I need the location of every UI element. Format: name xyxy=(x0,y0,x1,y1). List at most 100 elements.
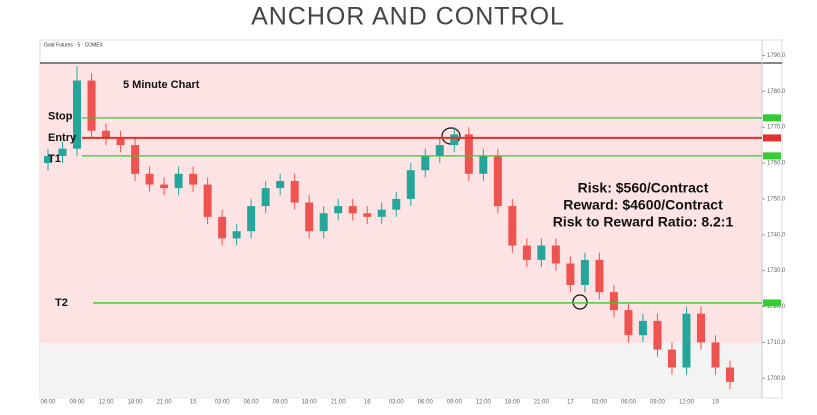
level-label: T1 xyxy=(48,153,61,165)
x-tick-label: 06:00 xyxy=(418,400,434,406)
x-tick-label: 12:00 xyxy=(679,400,695,406)
level-label: Entry xyxy=(48,132,77,144)
y-tick-label: 1770.0 xyxy=(767,125,786,131)
candle-body xyxy=(667,349,676,368)
y-tick-label: 1720.0 xyxy=(767,304,786,310)
candle-body xyxy=(479,155,488,174)
candle-body xyxy=(247,206,256,232)
candle-body xyxy=(522,245,531,260)
candle-body xyxy=(464,134,473,174)
candle-body xyxy=(551,245,560,264)
x-tick-label: 09:00 xyxy=(273,400,289,406)
candle-body xyxy=(435,145,444,156)
candle-body xyxy=(44,155,52,164)
candle-body xyxy=(696,313,705,343)
x-tick-label: 03:00 xyxy=(215,400,231,406)
annotation: Risk to Reward Ratio: 8.2:1 xyxy=(553,214,734,230)
candle-body xyxy=(116,137,125,146)
level-tag xyxy=(763,134,781,142)
y-tick-label: 1700.0 xyxy=(767,376,786,382)
candle-body xyxy=(726,367,734,382)
candle-body xyxy=(189,173,198,185)
candle-body xyxy=(711,342,720,368)
candle-body xyxy=(348,206,357,214)
page-title: ANCHOR AND CONTROL xyxy=(251,3,565,31)
candle-body xyxy=(102,130,111,138)
candle-body xyxy=(624,310,633,336)
candle-body xyxy=(145,173,154,185)
annotation: Reward: $4600/Contract xyxy=(563,197,723,213)
candle-body xyxy=(638,320,647,336)
y-tick-label: 1760.0 xyxy=(767,161,786,167)
candle-body xyxy=(609,292,618,311)
lower-zone xyxy=(40,343,762,398)
x-tick-label: 09:00 xyxy=(447,400,463,406)
candle-body xyxy=(406,170,415,199)
x-tick-label: 18:00 xyxy=(302,400,318,406)
candle-body xyxy=(566,263,575,286)
y-tick-label: 1790.0 xyxy=(767,53,786,59)
y-tick-label: 1750.0 xyxy=(767,196,786,202)
candle-body xyxy=(218,216,227,239)
candle-body xyxy=(334,206,343,214)
candle-body xyxy=(203,184,212,217)
x-tick-label: 09:00 xyxy=(650,400,666,406)
x-tick-label: 03:00 xyxy=(389,400,405,406)
x-tick-label: 12:00 xyxy=(99,400,115,406)
candle-body xyxy=(174,173,183,189)
candle-body xyxy=(508,206,517,246)
candle-body xyxy=(421,155,430,171)
candle-body xyxy=(290,180,299,203)
candle-body xyxy=(653,320,662,350)
x-tick-label: 15 xyxy=(190,400,197,406)
chart-title: 5 Minute Chart xyxy=(123,79,200,91)
candle-body xyxy=(276,180,285,189)
risk-zone xyxy=(40,63,762,343)
level-tag xyxy=(763,299,781,307)
x-tick-label: 19 xyxy=(712,400,719,406)
level-label: T2 xyxy=(55,297,68,309)
candle-body xyxy=(261,188,270,207)
level-tag xyxy=(763,152,781,160)
candle-body xyxy=(450,134,459,146)
x-tick-label: 18:00 xyxy=(128,400,144,406)
chart-header: Gold Futures · 5 · COMEX xyxy=(44,42,104,48)
x-tick-label: 09:00 xyxy=(70,400,86,406)
x-tick-label: 06:00 xyxy=(621,400,637,406)
candle-body xyxy=(377,209,386,217)
candle-body xyxy=(87,80,96,131)
candle-body xyxy=(682,313,691,368)
highlight-circle xyxy=(572,294,588,310)
level-tag xyxy=(763,114,781,122)
candle-body xyxy=(363,213,372,217)
annotation: Risk: $560/Contract xyxy=(578,180,709,196)
candle-body xyxy=(305,202,314,232)
candle-body xyxy=(160,184,169,189)
y-tick-label: 1730.0 xyxy=(767,268,786,274)
candle-body xyxy=(580,259,589,286)
y-tick-label: 1740.0 xyxy=(767,232,786,238)
candle-body xyxy=(537,245,546,260)
x-tick-label: 21:00 xyxy=(157,400,173,406)
candle-body xyxy=(493,155,502,207)
x-tick-label: 21:00 xyxy=(331,400,347,406)
x-tick-label: 12:00 xyxy=(476,400,492,406)
candle-body xyxy=(595,259,604,293)
x-tick-label: 06:00 xyxy=(244,400,260,406)
candle-body xyxy=(392,198,401,210)
y-tick-label: 1710.0 xyxy=(767,340,786,346)
x-tick-label: 06:00 xyxy=(40,400,56,406)
x-tick-label: 03:00 xyxy=(592,400,608,406)
candle-body xyxy=(232,231,241,239)
candle-body xyxy=(131,145,140,174)
candle-body xyxy=(73,80,82,149)
x-tick-label: 17 xyxy=(567,400,574,406)
x-tick-label: 21:00 xyxy=(534,400,550,406)
x-tick-label: 16 xyxy=(364,400,371,406)
candle-body xyxy=(58,148,67,156)
level-label: Stop xyxy=(48,111,73,123)
y-tick-label: 1780.0 xyxy=(767,89,786,95)
candle-body xyxy=(319,213,328,232)
x-tick-label: 18:00 xyxy=(505,400,521,406)
